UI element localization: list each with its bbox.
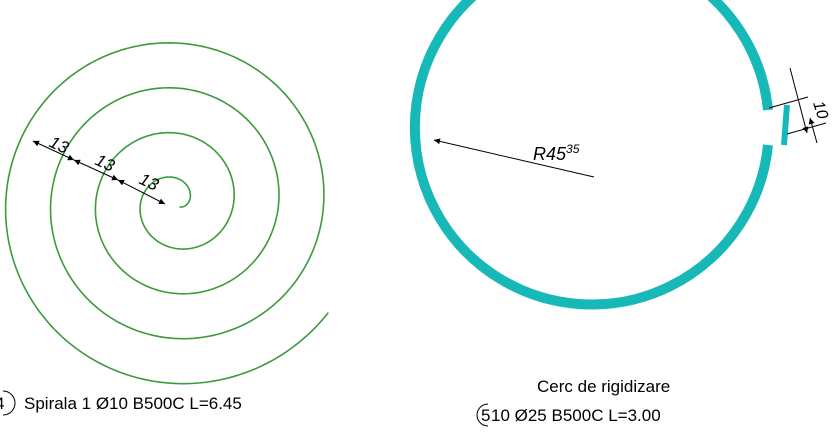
spiral-drawing: 13 13 13: [4, 42, 329, 385]
radius-label-superscript: 35: [566, 142, 580, 156]
overlap-extension-line-1: [768, 96, 809, 109]
radius-label: R4535: [533, 142, 580, 164]
item-marker-4: 4: [0, 394, 4, 413]
spiral-dimension-line-3: [117, 179, 166, 205]
item-marker-5-circle: [476, 403, 489, 427]
spiral-dimension-line-1: [32, 140, 75, 161]
ring-title: Cerc de rigidizare: [537, 377, 670, 396]
radius-dimension-line: [433, 138, 595, 178]
spiral-line: [4, 42, 329, 385]
spiral-dimension-label-1: 13: [46, 132, 72, 157]
item-marker-4-circle: [2, 390, 16, 416]
ring-bar: [409, 0, 773, 310]
spiral-caption: Spirala 1 Ø10 B500C L=6.45: [24, 394, 242, 413]
overlap-dimension-line-b: [808, 117, 818, 144]
overlap-dimension-label: 10: [809, 99, 831, 121]
spiral-dimension-line-2: [73, 159, 119, 181]
ring-caption: 10 Ø25 B500C L=3.00: [491, 406, 661, 425]
ring-caption-group: Cerc de rigidizare 5 10 Ø25 B500C L=3.00: [476, 377, 670, 427]
item-marker-5: 5: [481, 406, 490, 425]
spiral-dimension-label-2: 13: [92, 150, 118, 175]
radius-label-main: R45: [533, 144, 567, 164]
overlap-dimension-line: [789, 67, 809, 134]
ring-overlap-bar: [781, 104, 790, 146]
spiral-caption-group: 4 Spirala 1 Ø10 B500C L=6.45: [0, 390, 242, 416]
ring-drawing: R4535 10: [409, 0, 831, 310]
